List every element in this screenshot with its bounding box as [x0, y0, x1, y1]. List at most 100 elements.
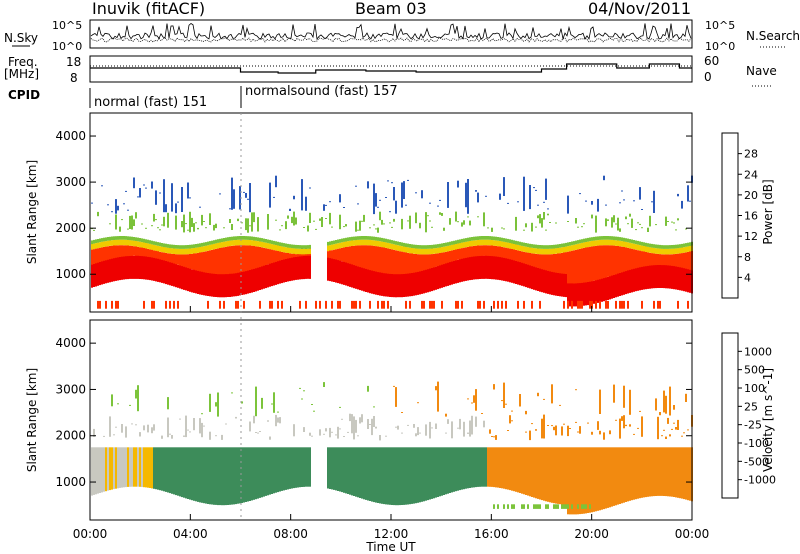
range-cell — [665, 436, 667, 439]
range-cell — [529, 253, 531, 266]
range-cell — [447, 447, 449, 494]
range-cell — [401, 182, 403, 208]
range-cell — [209, 447, 211, 505]
range-cell — [191, 217, 193, 227]
range-cell — [599, 239, 601, 246]
range-cell — [143, 254, 145, 280]
range-cell — [385, 265, 387, 297]
range-cell — [185, 223, 187, 225]
range-cell — [577, 249, 579, 284]
range-cell — [161, 243, 163, 247]
range-cell — [383, 266, 385, 297]
x-tick-label: 00:00 — [73, 527, 108, 541]
range-cell — [681, 253, 683, 268]
range-cell — [587, 447, 589, 513]
range-cell — [479, 247, 481, 279]
range-cell — [343, 241, 345, 248]
range-cell — [269, 249, 271, 264]
range-cell — [687, 246, 689, 252]
range-cell — [555, 253, 557, 273]
range-cell — [661, 261, 663, 288]
range-cell — [365, 447, 367, 500]
range-cell — [113, 245, 115, 259]
range-cell — [659, 300, 661, 309]
range-cell — [563, 247, 565, 253]
range-cell — [409, 215, 411, 229]
range-cell — [361, 245, 363, 268]
range-cell — [353, 236, 355, 241]
range-cell — [113, 250, 115, 282]
range-cell — [367, 447, 369, 501]
range-cell — [567, 425, 569, 437]
range-cell — [623, 237, 625, 242]
range-cell — [369, 239, 371, 246]
range-cell — [543, 201, 545, 203]
range-cell — [349, 413, 351, 422]
range-cell — [261, 259, 263, 290]
range-cell — [295, 447, 297, 488]
range-cell — [273, 259, 275, 286]
range-cell — [633, 240, 635, 244]
range-cell — [381, 219, 383, 225]
range-cell — [439, 447, 441, 497]
range-cell — [155, 250, 157, 282]
range-cell — [353, 447, 355, 496]
range-cell — [689, 261, 691, 293]
range-cell — [483, 239, 485, 246]
range-cell — [185, 245, 187, 249]
range-cell — [131, 251, 133, 279]
range-cell — [109, 246, 111, 260]
range-cell — [589, 272, 591, 305]
range-cell — [635, 244, 637, 250]
range-cell — [545, 254, 547, 271]
range-cell — [631, 447, 633, 501]
range-cell — [173, 447, 175, 495]
range-cell — [309, 248, 311, 255]
range-cell — [109, 447, 111, 491]
range-cell — [103, 246, 105, 261]
range-cell — [541, 254, 543, 270]
range-cell — [393, 187, 395, 201]
range-cell — [351, 300, 353, 309]
range-cell — [605, 239, 607, 246]
range-cell — [511, 239, 513, 244]
colorbar-tick-label: 12 — [744, 230, 758, 243]
range-cell — [275, 259, 277, 285]
range-cell — [647, 243, 649, 247]
range-cell — [511, 420, 513, 422]
power-data — [91, 175, 693, 309]
range-cell — [419, 245, 421, 249]
range-cell — [235, 245, 237, 274]
nave-tick-bottom: 0 — [704, 70, 712, 84]
range-cell — [207, 245, 209, 251]
range-cell — [625, 241, 627, 248]
range-cell — [437, 381, 439, 412]
range-cell — [181, 187, 183, 212]
range-cell — [217, 242, 219, 249]
range-cell — [577, 431, 579, 433]
range-cell — [453, 250, 455, 261]
range-cell — [503, 228, 505, 230]
range-cell — [497, 300, 499, 309]
range-cell — [687, 261, 689, 293]
range-cell — [667, 263, 669, 289]
range-cell — [241, 266, 243, 295]
range-cell — [619, 240, 621, 247]
range-cell — [565, 252, 567, 274]
range-cell — [269, 447, 271, 495]
range-cell — [483, 236, 485, 240]
range-cell — [429, 447, 431, 500]
range-cell — [521, 242, 523, 246]
range-cell — [371, 266, 373, 294]
range-cell — [499, 447, 501, 488]
range-cell — [199, 252, 201, 272]
range-cell — [227, 237, 229, 241]
range-cell — [423, 263, 425, 294]
range-cell — [145, 243, 147, 249]
range-cell — [441, 300, 443, 309]
range-cell — [685, 246, 687, 253]
range-cell — [331, 240, 333, 245]
range-cell — [651, 263, 653, 289]
range-cell — [339, 447, 341, 492]
range-cell — [151, 447, 153, 489]
